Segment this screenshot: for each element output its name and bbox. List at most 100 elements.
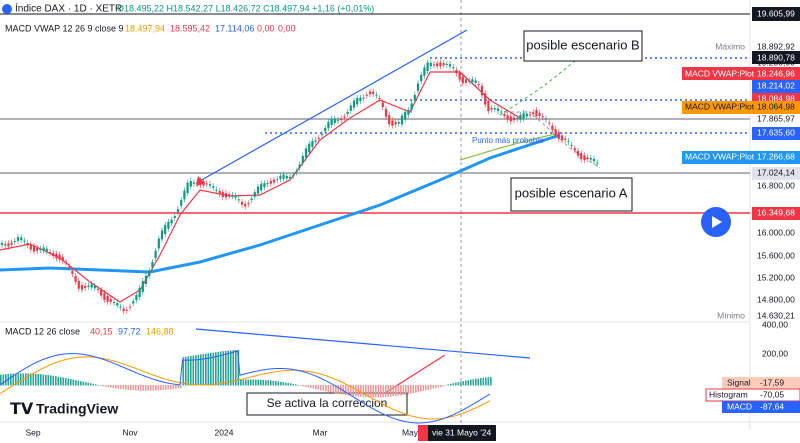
candle (464, 79, 468, 83)
histogram-bar (55, 376, 57, 386)
signal-line (0, 356, 491, 420)
histogram-bar (232, 350, 235, 386)
candle (564, 138, 567, 140)
histogram-bar (415, 385, 417, 393)
histogram-bar (332, 385, 335, 393)
candle (58, 254, 61, 260)
histogram-bar (460, 381, 462, 386)
cursor-label: vie 31 Mayo '24 (432, 427, 492, 437)
candle (455, 69, 458, 74)
histogram-bar (97, 384, 100, 386)
histogram-bar (270, 380, 272, 386)
candle (170, 219, 173, 224)
histogram-bar (35, 373, 37, 386)
candle (20, 237, 23, 241)
histogram-bar (452, 383, 455, 386)
candle (330, 118, 333, 125)
histogram-bar (150, 385, 152, 391)
candle (205, 183, 208, 185)
histogram-bar (327, 385, 330, 392)
candle (247, 203, 250, 205)
candle (263, 183, 266, 188)
histogram-bar (285, 382, 287, 386)
histogram-bar (220, 351, 222, 386)
candle (192, 182, 196, 184)
candle (4, 244, 7, 246)
ohlc: O18.495,22 H18.542,27 L18.426,72 C18.497… (117, 3, 374, 13)
candle (39, 248, 42, 250)
candle (109, 299, 112, 302)
price-label: 17.635,60 (757, 127, 795, 137)
histogram-bar (277, 381, 280, 386)
candle (285, 175, 288, 179)
histogram-bar (292, 383, 295, 386)
price-tag (682, 67, 800, 80)
candle (480, 85, 484, 96)
price-label: 16.349,68 (757, 207, 795, 217)
histogram-bar (352, 385, 355, 397)
histogram-bar (237, 349, 240, 386)
macd-value: 40,15 (90, 326, 113, 336)
candle (13, 241, 16, 243)
candle (468, 80, 471, 82)
histogram-bar (202, 354, 205, 386)
candle (589, 157, 592, 160)
histogram-bar (472, 379, 475, 386)
histogram-bar (300, 385, 302, 386)
candle (503, 113, 506, 117)
macd-value: 146,88 (146, 326, 174, 336)
macd-tag (722, 377, 800, 389)
histogram-bar (215, 352, 217, 386)
histogram-bar (187, 356, 190, 386)
candle (93, 285, 96, 289)
histogram-bar (272, 380, 275, 386)
macd-tag (722, 401, 800, 413)
histogram-bar (75, 380, 77, 386)
candle (516, 118, 519, 120)
histogram-bar (280, 381, 282, 386)
histogram-bar (297, 384, 300, 386)
histogram-bar (380, 385, 382, 398)
candle (570, 144, 573, 146)
histogram-bar (372, 385, 375, 398)
candle (288, 176, 292, 179)
histogram-bar (485, 377, 487, 386)
scenario-a-path (505, 111, 601, 169)
histogram-bar (82, 381, 85, 386)
histogram-bar (437, 385, 440, 388)
histogram-bar (430, 385, 432, 390)
histogram-bar (345, 385, 347, 396)
candle (144, 275, 148, 284)
annotation-box (246, 392, 408, 416)
histogram-bar (405, 385, 407, 395)
histogram-bar (182, 357, 185, 386)
candle (372, 91, 375, 95)
candle (445, 63, 448, 65)
price-tag (682, 151, 800, 164)
histogram-bar (342, 385, 345, 395)
histogram-bar (487, 377, 490, 386)
candle (349, 105, 352, 111)
candle (167, 221, 170, 229)
histogram-bar (15, 373, 17, 386)
histogram-bar (330, 385, 332, 393)
candle (368, 91, 372, 95)
candle (567, 141, 570, 143)
candle (282, 174, 285, 179)
histogram-bar (50, 375, 52, 386)
histogram-bar (407, 385, 410, 395)
candle (333, 118, 336, 123)
histogram-bar (197, 354, 200, 386)
candle (320, 134, 324, 136)
candle (375, 94, 378, 96)
candle (384, 108, 388, 117)
candle (132, 301, 135, 304)
price-label: 17.024,14 (757, 167, 795, 177)
logo: 𝗧𝗩 (10, 401, 34, 418)
candle (276, 179, 279, 181)
candle (266, 183, 269, 185)
histogram-bar (72, 379, 75, 386)
histogram-bar (387, 385, 390, 397)
histogram-bar (37, 373, 40, 386)
